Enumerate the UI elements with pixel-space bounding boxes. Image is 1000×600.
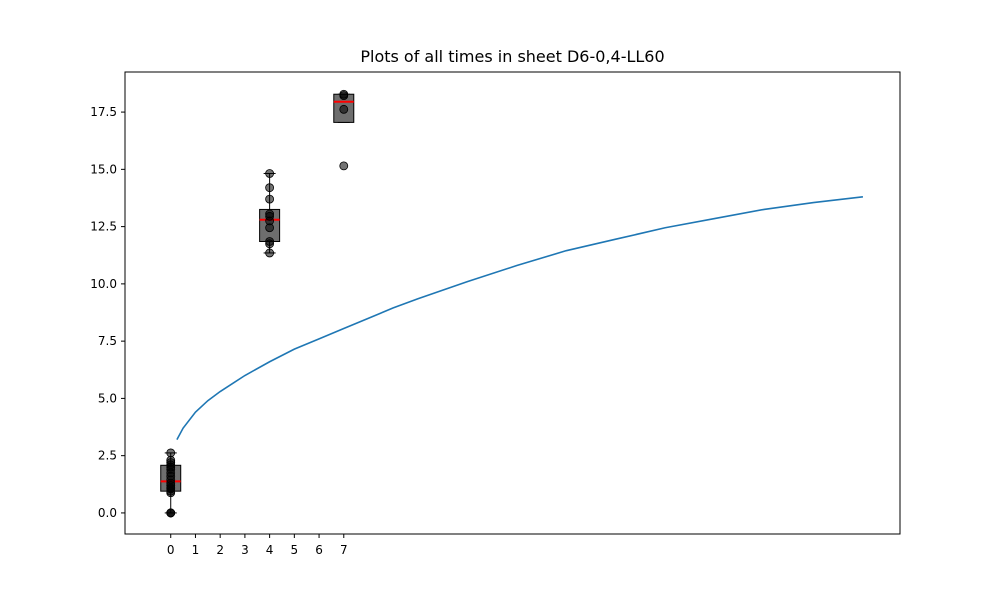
data-point-0-2 [166, 508, 176, 518]
data-point-2-0 [339, 161, 349, 171]
chart-title: Plots of all times in sheet D6-0,4-LL60 [360, 47, 665, 66]
x-tick-label-3: 3 [241, 543, 249, 557]
x-tick-label-6: 6 [315, 543, 323, 557]
data-point-1-9 [265, 169, 275, 178]
data-point-2-1 [339, 104, 349, 114]
y-tick-label-2: 5.0 [98, 391, 117, 405]
y-tick-label-6: 15.0 [90, 162, 117, 176]
x-tick-label-7: 7 [340, 543, 348, 557]
plot-frame [124, 71, 901, 535]
x-tick-label-4: 4 [266, 543, 274, 557]
data-point-0-17 [166, 448, 176, 458]
x-tick-label-2: 2 [216, 543, 224, 557]
y-tick-label-5: 12.5 [90, 220, 117, 234]
data-point-1-8 [265, 183, 275, 193]
data-point-1-0 [265, 248, 275, 258]
x-tick-label-5: 5 [291, 543, 299, 557]
data-point-1-6 [265, 209, 275, 219]
axes-group: 0 1 2 3 4 5 6 7 0.0 2.5 5.0 7.5 10.0 12.5 15.0 17.5 [90, 105, 347, 557]
data-point-2-3 [339, 89, 349, 99]
y-tick-label-0: 0.0 [98, 506, 117, 520]
line-series-group [176, 196, 864, 441]
y-tick-label-3: 7.5 [98, 334, 117, 348]
line-series-0 [176, 196, 864, 441]
y-tick-label-4: 10.0 [90, 277, 117, 291]
data-point-0-16 [166, 455, 176, 465]
y-tick-label-1: 2.5 [98, 449, 117, 463]
x-tick-label-0: 0 [167, 543, 175, 557]
boxplot-group [160, 89, 355, 518]
data-point-1-7 [265, 194, 275, 204]
y-tick-label-7: 17.5 [90, 105, 117, 119]
x-tick-label-1: 1 [192, 543, 200, 557]
data-point-1-2 [265, 237, 275, 246]
